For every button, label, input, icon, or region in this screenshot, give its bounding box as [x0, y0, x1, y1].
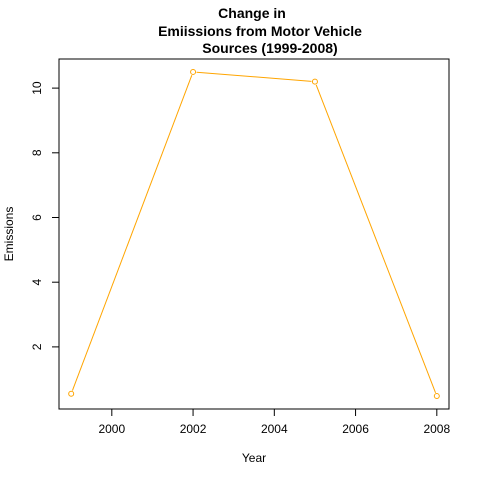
x-axis-label: Year	[242, 451, 266, 465]
data-point-1999	[68, 390, 75, 397]
y-tick-label-4: 4	[30, 279, 44, 286]
series-segment-2	[196, 71, 312, 82]
plot-frame	[58, 58, 450, 410]
chart-title: Change in Emiissions from Motor Vehicle …	[158, 5, 362, 56]
x-tick-label-2004: 2004	[261, 422, 288, 436]
x-tick-label-2006: 2006	[342, 422, 369, 436]
y-axis: 2 4 6 8 10	[30, 81, 59, 350]
series-emissions	[68, 68, 440, 400]
x-tick-label-2002: 2002	[180, 422, 207, 436]
data-point-2005	[311, 78, 318, 85]
data-point-2002	[190, 68, 197, 75]
chart-title-line-2: Emiissions from Motor Vehicle	[158, 23, 362, 39]
series-segment-1	[71, 75, 193, 391]
x-tick-label-2008: 2008	[423, 422, 450, 436]
y-tick-label-6: 6	[30, 214, 44, 221]
series-segment-3	[315, 84, 437, 393]
y-axis-label: Emissions	[2, 207, 16, 262]
x-tick-label-2000: 2000	[98, 422, 125, 436]
x-axis: 2000 2002 2004 2006 2008	[98, 409, 450, 436]
y-tick-label-8: 8	[30, 149, 44, 156]
y-tick-label-10: 10	[30, 81, 44, 95]
chart-title-line-3: Sources (1999-2008)	[202, 40, 337, 56]
y-tick-label-2: 2	[30, 343, 44, 350]
data-point-2008	[433, 393, 440, 400]
chart-title-line-1: Change in	[218, 5, 286, 21]
